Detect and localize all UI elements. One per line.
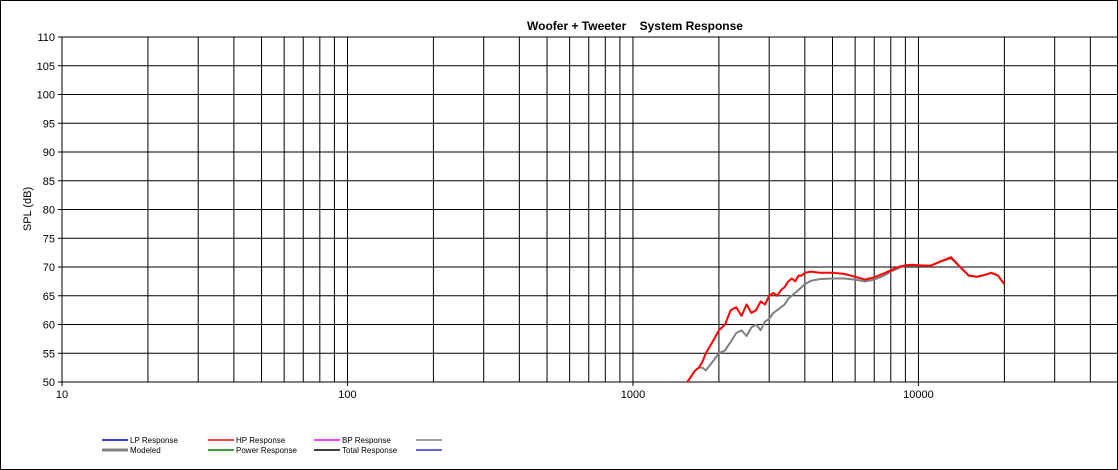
legend-label: LP Response — [130, 436, 178, 445]
grid — [58, 36, 1118, 386]
y-tick-label: 60 — [43, 320, 55, 332]
y-tick-label: 70 — [43, 262, 55, 274]
y-tick-label: 105 — [37, 61, 55, 73]
chart-title: Woofer + Tweeter System Response — [527, 19, 743, 33]
y-tick-label: 50 — [43, 377, 55, 389]
y-tick-label: 55 — [43, 348, 55, 360]
y-tick-label: 85 — [43, 176, 55, 188]
y-tick-label: 65 — [43, 291, 55, 303]
y-tick-label: 95 — [43, 118, 55, 130]
y-tick-label: 80 — [43, 205, 55, 217]
y-tick-label: 110 — [37, 32, 55, 44]
legend-label: Total Response — [342, 446, 398, 455]
series-line-hp-response — [686, 256, 1006, 383]
legend-label: HP Response — [236, 436, 286, 445]
y-tick-label: 75 — [43, 233, 55, 245]
legend: LP Response HP Response BP Response Modeled… — [102, 436, 442, 455]
series-line-modeled — [686, 257, 1006, 383]
y-tick-label: 90 — [43, 147, 55, 159]
legend-label: BP Response — [342, 436, 391, 445]
legend-label: Modeled — [130, 446, 161, 455]
tick-labels: 50 55 60 65 70 75 80 85 90 95 100 105 110 10 100 1000 10… — [37, 32, 934, 401]
legend-label: Power Response — [236, 446, 297, 455]
x-tick-label: 10 — [56, 389, 68, 401]
x-tick-label: 100 — [338, 389, 356, 401]
y-tick-label: 100 — [37, 90, 55, 102]
y-axis-label: SPL (dB) — [22, 187, 34, 231]
x-tick-label: 1000 — [621, 389, 645, 401]
series-lines — [686, 256, 1006, 383]
x-tick-label: 10000 — [903, 389, 934, 401]
